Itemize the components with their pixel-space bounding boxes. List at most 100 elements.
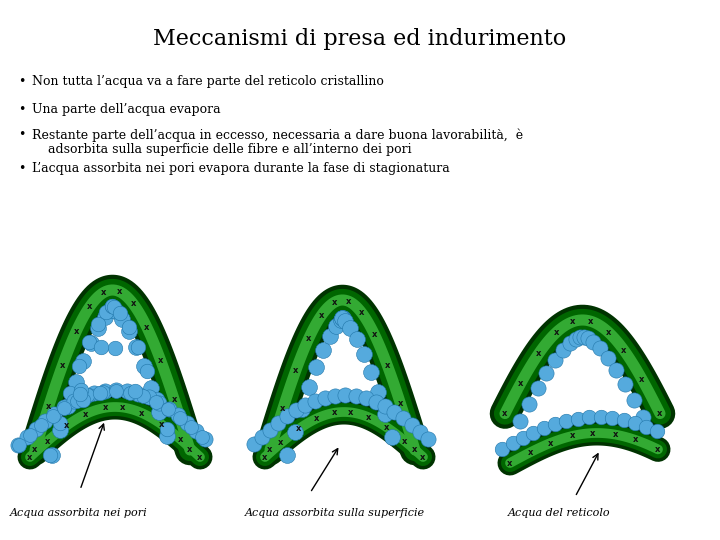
Point bbox=[338, 314, 349, 322]
Point bbox=[68, 397, 79, 406]
Text: x: x bbox=[372, 330, 377, 339]
Point bbox=[94, 388, 105, 397]
Point bbox=[151, 395, 163, 403]
Point bbox=[77, 396, 89, 404]
Point bbox=[528, 429, 539, 437]
Point bbox=[116, 315, 127, 323]
Point bbox=[296, 404, 307, 413]
Point bbox=[273, 418, 284, 427]
Point bbox=[92, 320, 104, 328]
Point bbox=[73, 361, 85, 370]
Point bbox=[143, 393, 155, 402]
Text: x: x bbox=[590, 429, 595, 437]
Text: x: x bbox=[178, 435, 184, 444]
Point bbox=[108, 302, 120, 311]
Point bbox=[78, 392, 89, 401]
Point bbox=[397, 414, 409, 422]
Point bbox=[83, 338, 94, 347]
Text: x: x bbox=[297, 424, 302, 433]
Point bbox=[595, 344, 606, 353]
Text: x: x bbox=[570, 318, 575, 326]
Point bbox=[123, 323, 135, 332]
Text: x: x bbox=[536, 349, 541, 358]
Point bbox=[81, 390, 93, 399]
Point bbox=[163, 404, 174, 413]
Point bbox=[336, 314, 348, 322]
Point bbox=[161, 432, 173, 441]
Text: x: x bbox=[420, 453, 426, 462]
Point bbox=[153, 407, 165, 416]
Text: x: x bbox=[384, 361, 390, 370]
Point bbox=[48, 409, 60, 418]
Point bbox=[138, 392, 149, 401]
Text: L’acqua assorbita nei pori evapora durante la fase di stagionatura: L’acqua assorbita nei pori evapora duran… bbox=[32, 162, 450, 175]
Point bbox=[389, 408, 400, 416]
Text: x: x bbox=[655, 445, 661, 454]
Point bbox=[282, 412, 293, 421]
Text: x: x bbox=[60, 361, 65, 370]
Point bbox=[47, 451, 58, 460]
Point bbox=[62, 401, 73, 410]
Text: x: x bbox=[158, 420, 164, 429]
Point bbox=[197, 433, 208, 442]
Point bbox=[595, 413, 606, 421]
Text: x: x bbox=[103, 403, 108, 413]
Point bbox=[45, 450, 56, 459]
Point bbox=[329, 392, 341, 400]
Point bbox=[153, 399, 165, 407]
Point bbox=[89, 388, 100, 397]
Text: x: x bbox=[130, 299, 136, 308]
Point bbox=[628, 395, 639, 404]
Point bbox=[75, 386, 86, 394]
Point bbox=[111, 386, 122, 394]
Text: x: x bbox=[197, 453, 203, 462]
Point bbox=[345, 323, 356, 332]
Point bbox=[150, 398, 162, 407]
Point bbox=[640, 422, 652, 431]
Text: •: • bbox=[18, 128, 25, 141]
Point bbox=[92, 323, 104, 332]
Text: •: • bbox=[18, 103, 25, 116]
Text: x: x bbox=[366, 413, 372, 422]
Point bbox=[423, 435, 434, 443]
Point bbox=[351, 335, 362, 343]
Point bbox=[78, 357, 89, 366]
Point bbox=[523, 400, 535, 408]
Point bbox=[336, 315, 347, 324]
Point bbox=[379, 402, 391, 411]
Point bbox=[549, 420, 561, 429]
Point bbox=[99, 386, 111, 395]
Point bbox=[387, 433, 398, 442]
Point bbox=[22, 432, 33, 441]
Point bbox=[303, 383, 315, 391]
Point bbox=[264, 426, 276, 434]
Point bbox=[107, 303, 119, 312]
Point bbox=[106, 302, 117, 310]
Point bbox=[122, 387, 133, 395]
Point bbox=[70, 378, 81, 387]
Point bbox=[372, 388, 384, 396]
Point bbox=[114, 309, 126, 318]
Point bbox=[256, 433, 268, 442]
Point bbox=[107, 303, 118, 312]
Text: x: x bbox=[101, 288, 107, 297]
Text: x: x bbox=[547, 438, 553, 448]
Text: x: x bbox=[45, 437, 50, 446]
Text: Acqua assorbita nei pori: Acqua assorbita nei pori bbox=[10, 508, 148, 518]
Point bbox=[517, 434, 528, 442]
Point bbox=[340, 391, 351, 400]
Point bbox=[58, 403, 70, 412]
Text: x: x bbox=[117, 287, 122, 296]
Point bbox=[300, 401, 311, 409]
Text: x: x bbox=[554, 328, 559, 336]
Text: x: x bbox=[64, 421, 69, 430]
Point bbox=[330, 321, 342, 330]
Point bbox=[365, 368, 377, 376]
Text: x: x bbox=[384, 423, 390, 432]
Point bbox=[84, 391, 95, 400]
Point bbox=[282, 451, 293, 460]
Point bbox=[541, 369, 552, 377]
Point bbox=[507, 439, 518, 448]
Point bbox=[336, 314, 348, 322]
Point bbox=[85, 339, 96, 347]
